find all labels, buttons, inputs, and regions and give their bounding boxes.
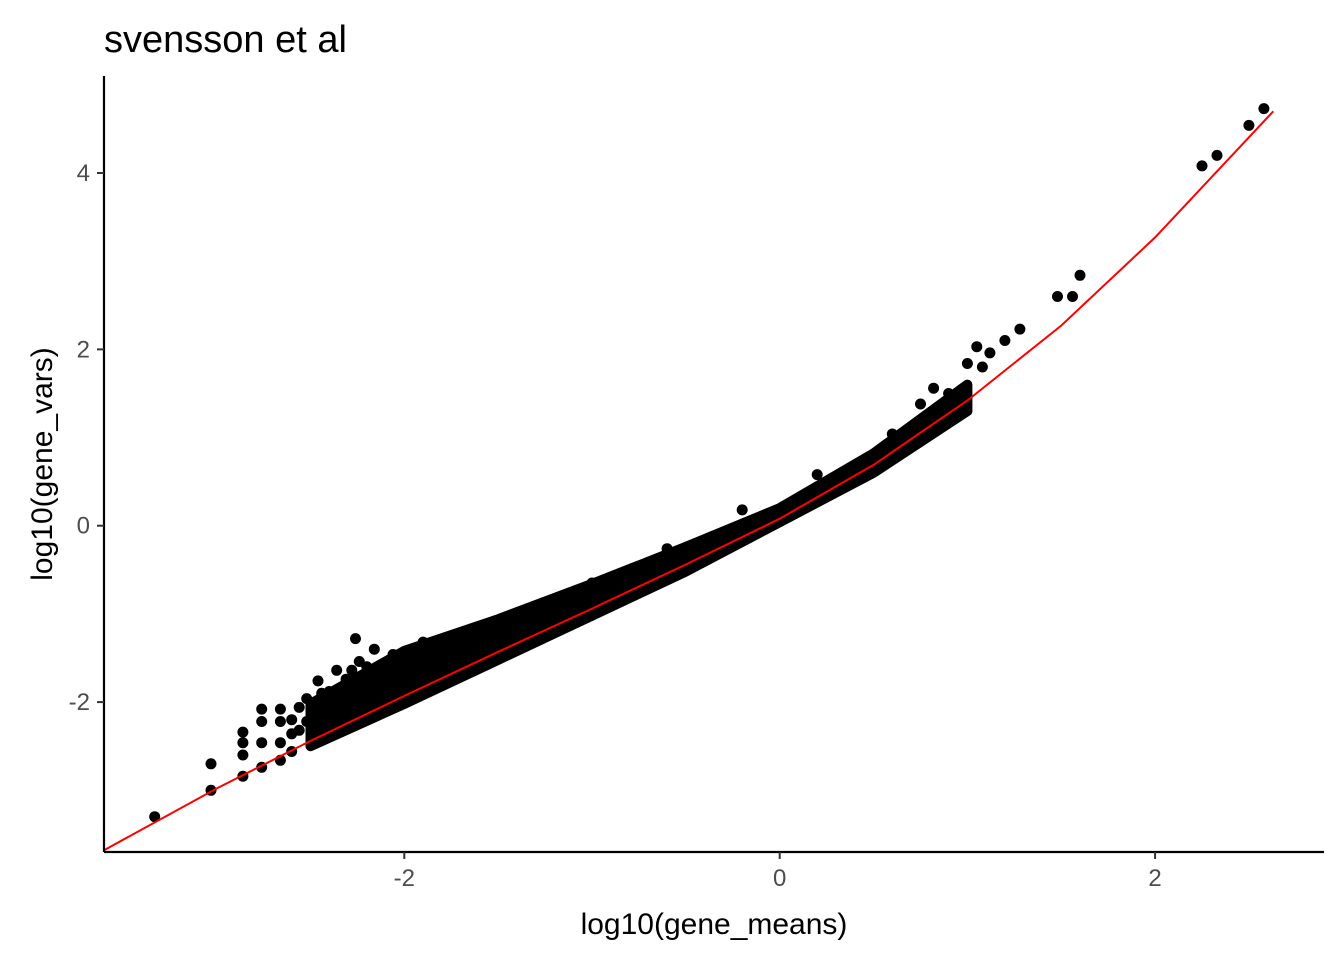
data-point xyxy=(308,707,320,719)
data-point xyxy=(1052,291,1063,302)
data-point xyxy=(274,716,286,727)
data-point xyxy=(976,361,988,373)
data-point xyxy=(511,615,523,627)
data-point xyxy=(340,673,352,685)
data-point xyxy=(1243,119,1255,131)
data-point xyxy=(999,335,1011,346)
data-point xyxy=(301,693,313,705)
data-point xyxy=(961,358,973,369)
axes: -2 0 2 -2 0 2 4 xyxy=(69,76,1324,892)
data-point xyxy=(331,664,343,676)
data-point xyxy=(361,661,373,673)
data-point xyxy=(323,686,335,697)
data-point xyxy=(293,724,305,736)
y-tick-label: -2 xyxy=(69,689,90,716)
data-point xyxy=(346,664,358,676)
data-point xyxy=(1067,291,1078,302)
y-axis-title: log10(gene_vars) xyxy=(26,347,59,580)
x-tick-label: 0 xyxy=(773,865,786,892)
data-point xyxy=(943,388,955,399)
data-point xyxy=(256,703,268,715)
points-layer xyxy=(149,103,1270,823)
data-point xyxy=(928,382,940,394)
data-point xyxy=(661,543,673,555)
fit-line-layer xyxy=(103,110,1275,852)
data-point xyxy=(436,641,448,653)
data-point xyxy=(402,664,414,676)
y-tick-label: 2 xyxy=(77,336,90,363)
data-point xyxy=(1014,323,1026,335)
y-tick-label: 0 xyxy=(77,513,90,540)
data-point xyxy=(1258,103,1270,115)
chart-title: svensson et al xyxy=(104,19,347,61)
data-point xyxy=(387,649,399,660)
data-point xyxy=(301,716,313,727)
data-point xyxy=(237,726,249,738)
data-point xyxy=(274,737,286,749)
data-point xyxy=(368,643,380,655)
data-point xyxy=(205,758,217,770)
data-point xyxy=(149,811,161,823)
data-point xyxy=(984,347,996,359)
data-point xyxy=(274,703,286,715)
data-point xyxy=(1196,160,1208,172)
data-point xyxy=(886,428,898,440)
data-point xyxy=(237,737,249,749)
data-point xyxy=(811,469,823,481)
fit-line xyxy=(103,110,1275,852)
data-point xyxy=(736,504,748,516)
data-point xyxy=(1211,149,1223,161)
data-point xyxy=(971,341,983,353)
x-tick-label: -2 xyxy=(394,865,415,892)
data-point xyxy=(286,714,298,726)
x-axis-title: log10(gene_means) xyxy=(581,908,848,941)
data-point xyxy=(417,636,429,648)
data-point xyxy=(312,675,324,687)
data-point xyxy=(293,701,305,713)
data-point xyxy=(915,398,926,410)
data-point xyxy=(256,716,268,727)
point-cloud xyxy=(305,379,973,752)
point-cloud-band xyxy=(305,379,973,752)
data-point xyxy=(256,737,268,749)
data-point xyxy=(586,577,598,589)
y-tick-label: 4 xyxy=(77,160,90,187)
data-point xyxy=(237,749,249,761)
data-point xyxy=(1074,269,1086,281)
x-tick-label: 2 xyxy=(1148,865,1161,892)
data-point xyxy=(464,627,476,639)
data-point xyxy=(350,633,361,645)
